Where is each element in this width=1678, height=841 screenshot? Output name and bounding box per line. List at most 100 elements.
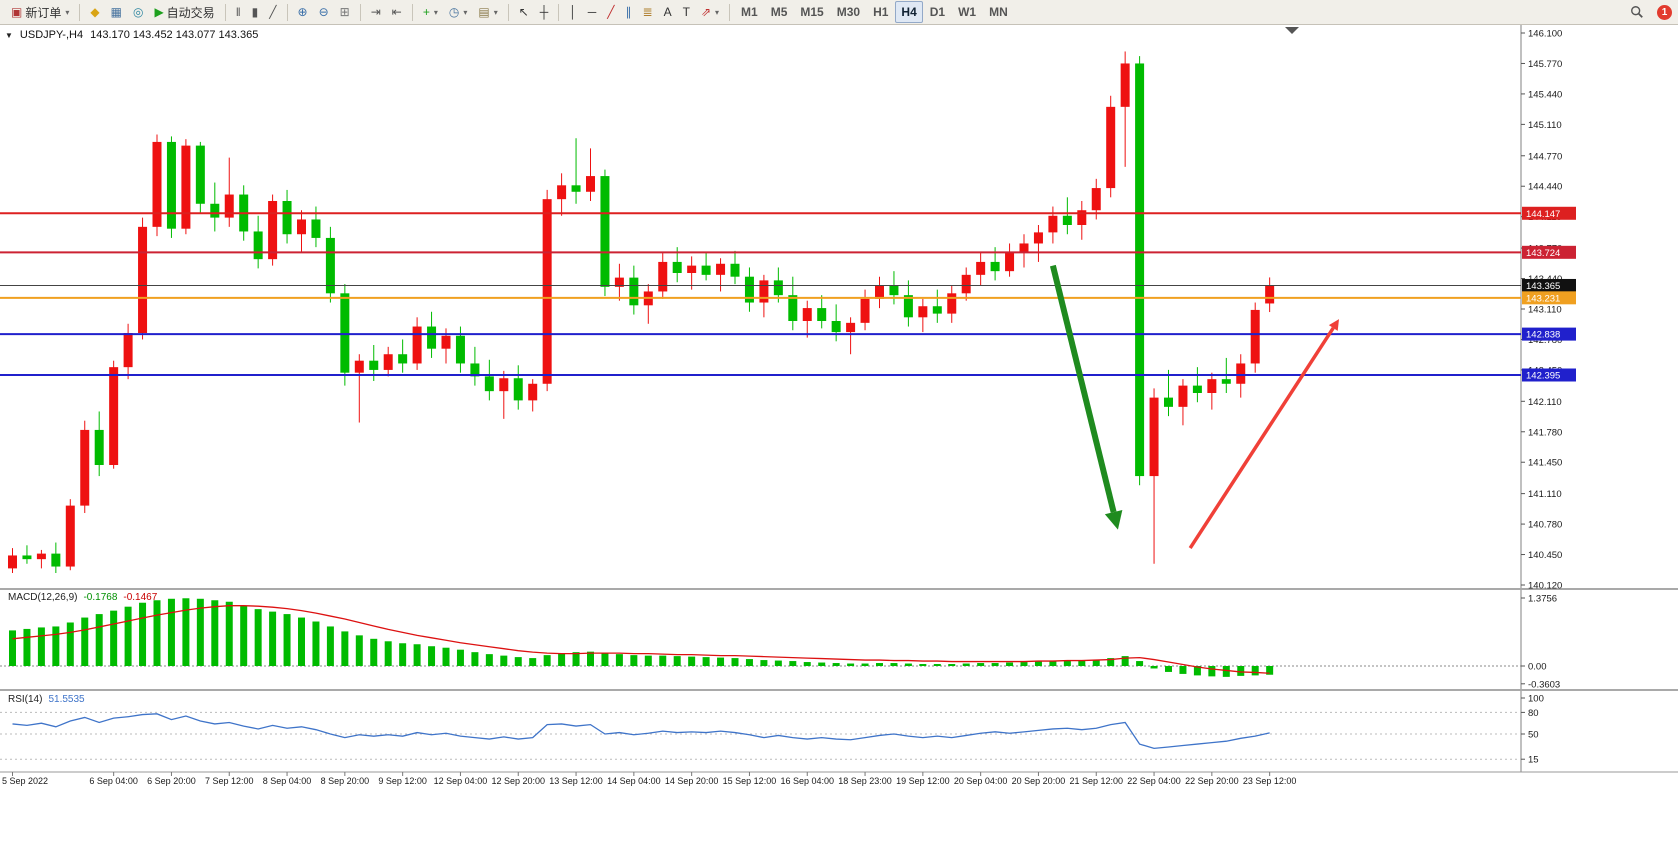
toolbar-separator (411, 3, 413, 21)
templates-button[interactable]: ▤ ▾ (473, 1, 502, 23)
candle (109, 360, 119, 469)
timeframe-h1-button[interactable]: H1 (867, 1, 894, 23)
indicators-icon: + (422, 5, 430, 19)
timeframe-m30-button[interactable]: M30 (831, 1, 866, 23)
auto-scroll-button[interactable]: ⇥ (366, 1, 386, 23)
market-watch-icon: ◆ (90, 5, 100, 19)
zoom-out-button[interactable]: ⊖ (314, 1, 334, 23)
candle (268, 194, 278, 266)
candle (282, 189, 292, 244)
timeframe-h4-button[interactable]: H4 (895, 1, 923, 23)
svg-text:23 Sep 12:00: 23 Sep 12:00 (1243, 776, 1297, 786)
bar-chart-icon: ‖ (235, 5, 241, 19)
crosshair-button[interactable]: ┼ (535, 1, 554, 23)
candle (36, 549, 46, 569)
candle (1062, 197, 1072, 235)
horizontal-line-143.231[interactable]: 143.231 (0, 291, 1576, 305)
symbol-menu-icon[interactable]: ▼ (5, 30, 13, 40)
zoom-in-button[interactable]: ⊕ (293, 1, 313, 23)
svg-text:140.120: 140.120 (1528, 581, 1562, 592)
navigator-button[interactable]: ◎ (128, 1, 148, 23)
timeframe-d1-button[interactable]: D1 (924, 1, 951, 23)
autotrading-button[interactable]: ▶ 自动交易 (149, 1, 219, 23)
indicators-button[interactable]: + ▾ (418, 1, 443, 23)
timeframe-mn-label: MN (989, 5, 1008, 19)
horizontal-line-button[interactable]: ─ (583, 1, 602, 23)
channel-button[interactable]: ∥ (621, 1, 637, 23)
candle (8, 548, 17, 573)
timeframe-m15-button[interactable]: M15 (794, 1, 829, 23)
chart-shift-button[interactable]: ⇤ (387, 1, 407, 23)
candle (354, 354, 364, 423)
fibonacci-button[interactable]: ≣ (638, 1, 658, 23)
candle (903, 280, 913, 327)
zoom-in-icon: ⊕ (297, 5, 308, 19)
candle (586, 148, 595, 201)
candle (1120, 51, 1130, 167)
trendline-button[interactable]: ╱ (602, 1, 619, 23)
new-order-button[interactable]: ▣ 新订单 ▾ (6, 1, 74, 23)
candle (918, 298, 928, 333)
templates-icon: ▤ (478, 5, 490, 19)
horizontal-line-144.147[interactable]: 144.147 (0, 206, 1576, 220)
up-trend-arrow[interactable] (1188, 319, 1340, 550)
horizontal-line-142.838[interactable]: 142.838 (0, 327, 1576, 341)
panel-splitter-macd[interactable] (0, 588, 1678, 590)
search-button[interactable] (1625, 1, 1649, 23)
data-window-button[interactable]: ▦ (106, 1, 127, 23)
candle (51, 542, 61, 573)
candle (1265, 277, 1275, 313)
timeframe-m1-button[interactable]: M1 (735, 1, 764, 23)
dropdown-caret-icon: ▾ (65, 7, 70, 17)
candle (1077, 201, 1087, 240)
timeframe-m15-label: M15 (800, 5, 824, 19)
svg-text:142.110: 142.110 (1528, 397, 1562, 408)
market-watch-button[interactable]: ◆ (85, 1, 104, 23)
candle (383, 346, 393, 377)
time-axis[interactable]: 5 Sep 2022 6 Sep 04:00 6 Sep 20:00 7 Sep 12… (2, 772, 1296, 786)
svg-text:146.100: 146.100 (1528, 29, 1562, 40)
candle (542, 189, 552, 392)
dropdown-caret-icon: ▾ (463, 7, 468, 17)
chart-shift-marker-icon[interactable] (1285, 27, 1299, 34)
notifications-badge[interactable]: 1 (1657, 4, 1672, 20)
candle (513, 365, 523, 410)
candle (22, 545, 32, 564)
candle (643, 284, 653, 324)
label-button[interactable]: T (678, 1, 695, 23)
svg-text:142.838: 142.838 (1526, 330, 1560, 341)
timeframe-mn-button[interactable]: MN (983, 1, 1014, 23)
down-trend-arrow[interactable] (1049, 264, 1123, 530)
rsi-label: RSI(14) (8, 694, 43, 705)
line-chart-button[interactable]: ╱ (264, 1, 281, 23)
timeframe-w1-button[interactable]: W1 (952, 1, 982, 23)
text-button[interactable]: A (659, 1, 677, 23)
bar-chart-button[interactable]: ‖ (231, 1, 246, 23)
horizontal-line-142.395[interactable]: 142.395 (0, 368, 1576, 382)
grid-button[interactable]: ⊞ (335, 1, 355, 23)
horizontal-line-143.365[interactable]: 143.365 (0, 278, 1576, 292)
line-chart-icon: ╱ (269, 5, 277, 19)
svg-text:145.110: 145.110 (1528, 120, 1562, 131)
vertical-line-button[interactable]: │ (564, 1, 582, 23)
svg-text:50: 50 (1528, 730, 1539, 741)
candle (932, 289, 942, 323)
svg-text:142.395: 142.395 (1526, 371, 1560, 382)
candlestick-chart-button[interactable]: ▮ (247, 1, 264, 23)
candle (600, 169, 610, 297)
auto-scroll-icon: ⇥ (370, 5, 381, 19)
timeframe-m5-button[interactable]: M5 (765, 1, 794, 23)
candles-layer (8, 51, 1275, 573)
panel-splitter-rsi[interactable] (0, 689, 1678, 691)
horizontal-line-143.724[interactable]: 143.724 (0, 245, 1576, 259)
price-axis[interactable]: 146.100 145.770 145.440 145.110 144.770 144.4… (1521, 29, 1562, 592)
periods-button[interactable]: ◷ ▾ (444, 1, 473, 23)
cursor-button[interactable]: ↖ (514, 1, 534, 23)
toolbar-separator (558, 3, 560, 21)
text-icon: A (663, 5, 672, 19)
shapes-button[interactable]: ⇗ ▾ (696, 1, 724, 23)
candle (123, 323, 133, 380)
svg-text:21 Sep 12:00: 21 Sep 12:00 (1069, 776, 1123, 786)
svg-text:143.365: 143.365 (1526, 281, 1560, 292)
